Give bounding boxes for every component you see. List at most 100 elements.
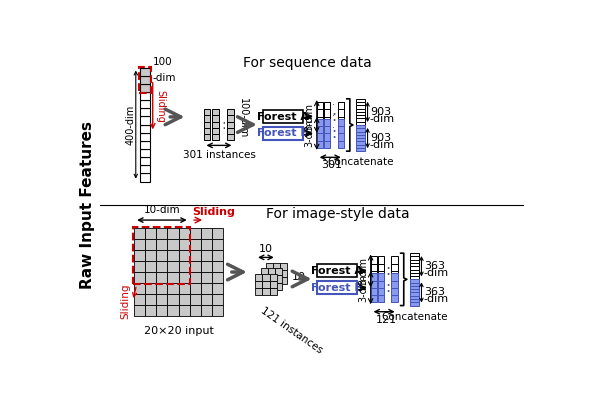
Bar xyxy=(323,109,330,116)
Bar xyxy=(323,102,330,109)
Bar xyxy=(377,256,384,264)
Bar xyxy=(227,134,235,140)
Bar xyxy=(203,122,211,128)
Bar xyxy=(140,157,151,165)
Bar xyxy=(410,260,419,263)
Bar xyxy=(410,293,419,296)
Bar xyxy=(157,228,167,239)
Text: :: : xyxy=(385,280,390,295)
Bar xyxy=(268,268,275,275)
Bar xyxy=(273,277,280,285)
Bar xyxy=(356,122,365,125)
Bar xyxy=(323,124,330,131)
Bar xyxy=(356,131,365,135)
Bar xyxy=(317,109,323,116)
Bar xyxy=(268,275,275,283)
Text: 903: 903 xyxy=(370,107,391,117)
Bar xyxy=(391,256,398,264)
Bar xyxy=(262,288,269,295)
Bar xyxy=(190,228,200,239)
Bar xyxy=(203,134,211,140)
Bar xyxy=(212,122,219,128)
Text: 400-dim: 400-dim xyxy=(125,104,136,145)
Bar xyxy=(268,283,275,290)
Bar xyxy=(212,239,223,250)
Text: For sequence data: For sequence data xyxy=(243,56,372,70)
Bar xyxy=(266,277,273,285)
Bar xyxy=(338,102,344,109)
Bar xyxy=(263,127,303,140)
Bar xyxy=(140,165,151,173)
Bar xyxy=(410,256,419,260)
Bar xyxy=(140,141,151,149)
Bar xyxy=(323,133,330,141)
Bar xyxy=(157,250,167,261)
Bar xyxy=(212,305,223,316)
Bar xyxy=(203,115,211,122)
Bar xyxy=(140,84,151,92)
Text: 3-dim: 3-dim xyxy=(358,274,368,302)
Bar xyxy=(260,275,268,283)
Bar xyxy=(134,283,145,294)
Text: 100: 100 xyxy=(153,57,172,67)
Text: -dim: -dim xyxy=(424,268,449,278)
Bar xyxy=(317,141,323,148)
Bar xyxy=(179,261,190,272)
Bar xyxy=(227,109,235,115)
Text: 121 instances: 121 instances xyxy=(259,305,325,355)
Bar xyxy=(203,128,211,134)
Bar xyxy=(212,272,223,283)
Bar xyxy=(179,239,190,250)
Bar xyxy=(190,250,200,261)
Text: 10-dim: 10-dim xyxy=(143,206,180,216)
Bar xyxy=(255,288,262,295)
Text: -dim: -dim xyxy=(424,294,449,304)
Bar xyxy=(356,105,365,109)
Bar xyxy=(260,283,268,290)
Bar xyxy=(391,271,398,278)
Bar xyxy=(391,288,398,295)
Bar xyxy=(179,305,190,316)
Text: 363: 363 xyxy=(424,287,445,297)
Bar xyxy=(377,271,384,278)
Bar xyxy=(190,283,200,294)
Bar xyxy=(371,273,377,280)
Bar xyxy=(140,92,151,100)
Bar xyxy=(140,76,151,84)
Bar xyxy=(410,302,419,305)
Bar xyxy=(410,273,419,276)
Text: :: : xyxy=(221,118,226,132)
Bar xyxy=(157,261,167,272)
Bar xyxy=(377,273,384,280)
Bar xyxy=(145,250,157,261)
Bar xyxy=(280,263,287,270)
Bar xyxy=(356,148,365,151)
Bar xyxy=(269,288,277,295)
Bar xyxy=(167,272,179,283)
Text: -dim: -dim xyxy=(370,140,395,150)
Bar xyxy=(179,283,190,294)
Bar xyxy=(167,228,179,239)
Text: :: : xyxy=(331,126,336,141)
Bar xyxy=(356,102,365,105)
Bar xyxy=(317,116,323,124)
Bar xyxy=(338,102,344,109)
Bar xyxy=(255,274,262,281)
Text: Forest A: Forest A xyxy=(257,112,309,122)
Bar xyxy=(179,294,190,305)
Bar xyxy=(280,277,287,285)
Bar xyxy=(255,281,262,288)
Bar xyxy=(157,272,167,283)
Text: Sliding: Sliding xyxy=(120,283,130,319)
Bar xyxy=(134,272,145,283)
Text: Forest B: Forest B xyxy=(257,129,309,139)
Bar xyxy=(200,261,212,272)
Bar xyxy=(338,124,344,131)
Bar xyxy=(260,268,268,275)
Bar xyxy=(139,67,151,93)
Bar xyxy=(145,261,157,272)
Bar xyxy=(200,228,212,239)
Text: Concatenate: Concatenate xyxy=(381,312,448,322)
Bar xyxy=(391,295,398,303)
Bar xyxy=(140,149,151,157)
